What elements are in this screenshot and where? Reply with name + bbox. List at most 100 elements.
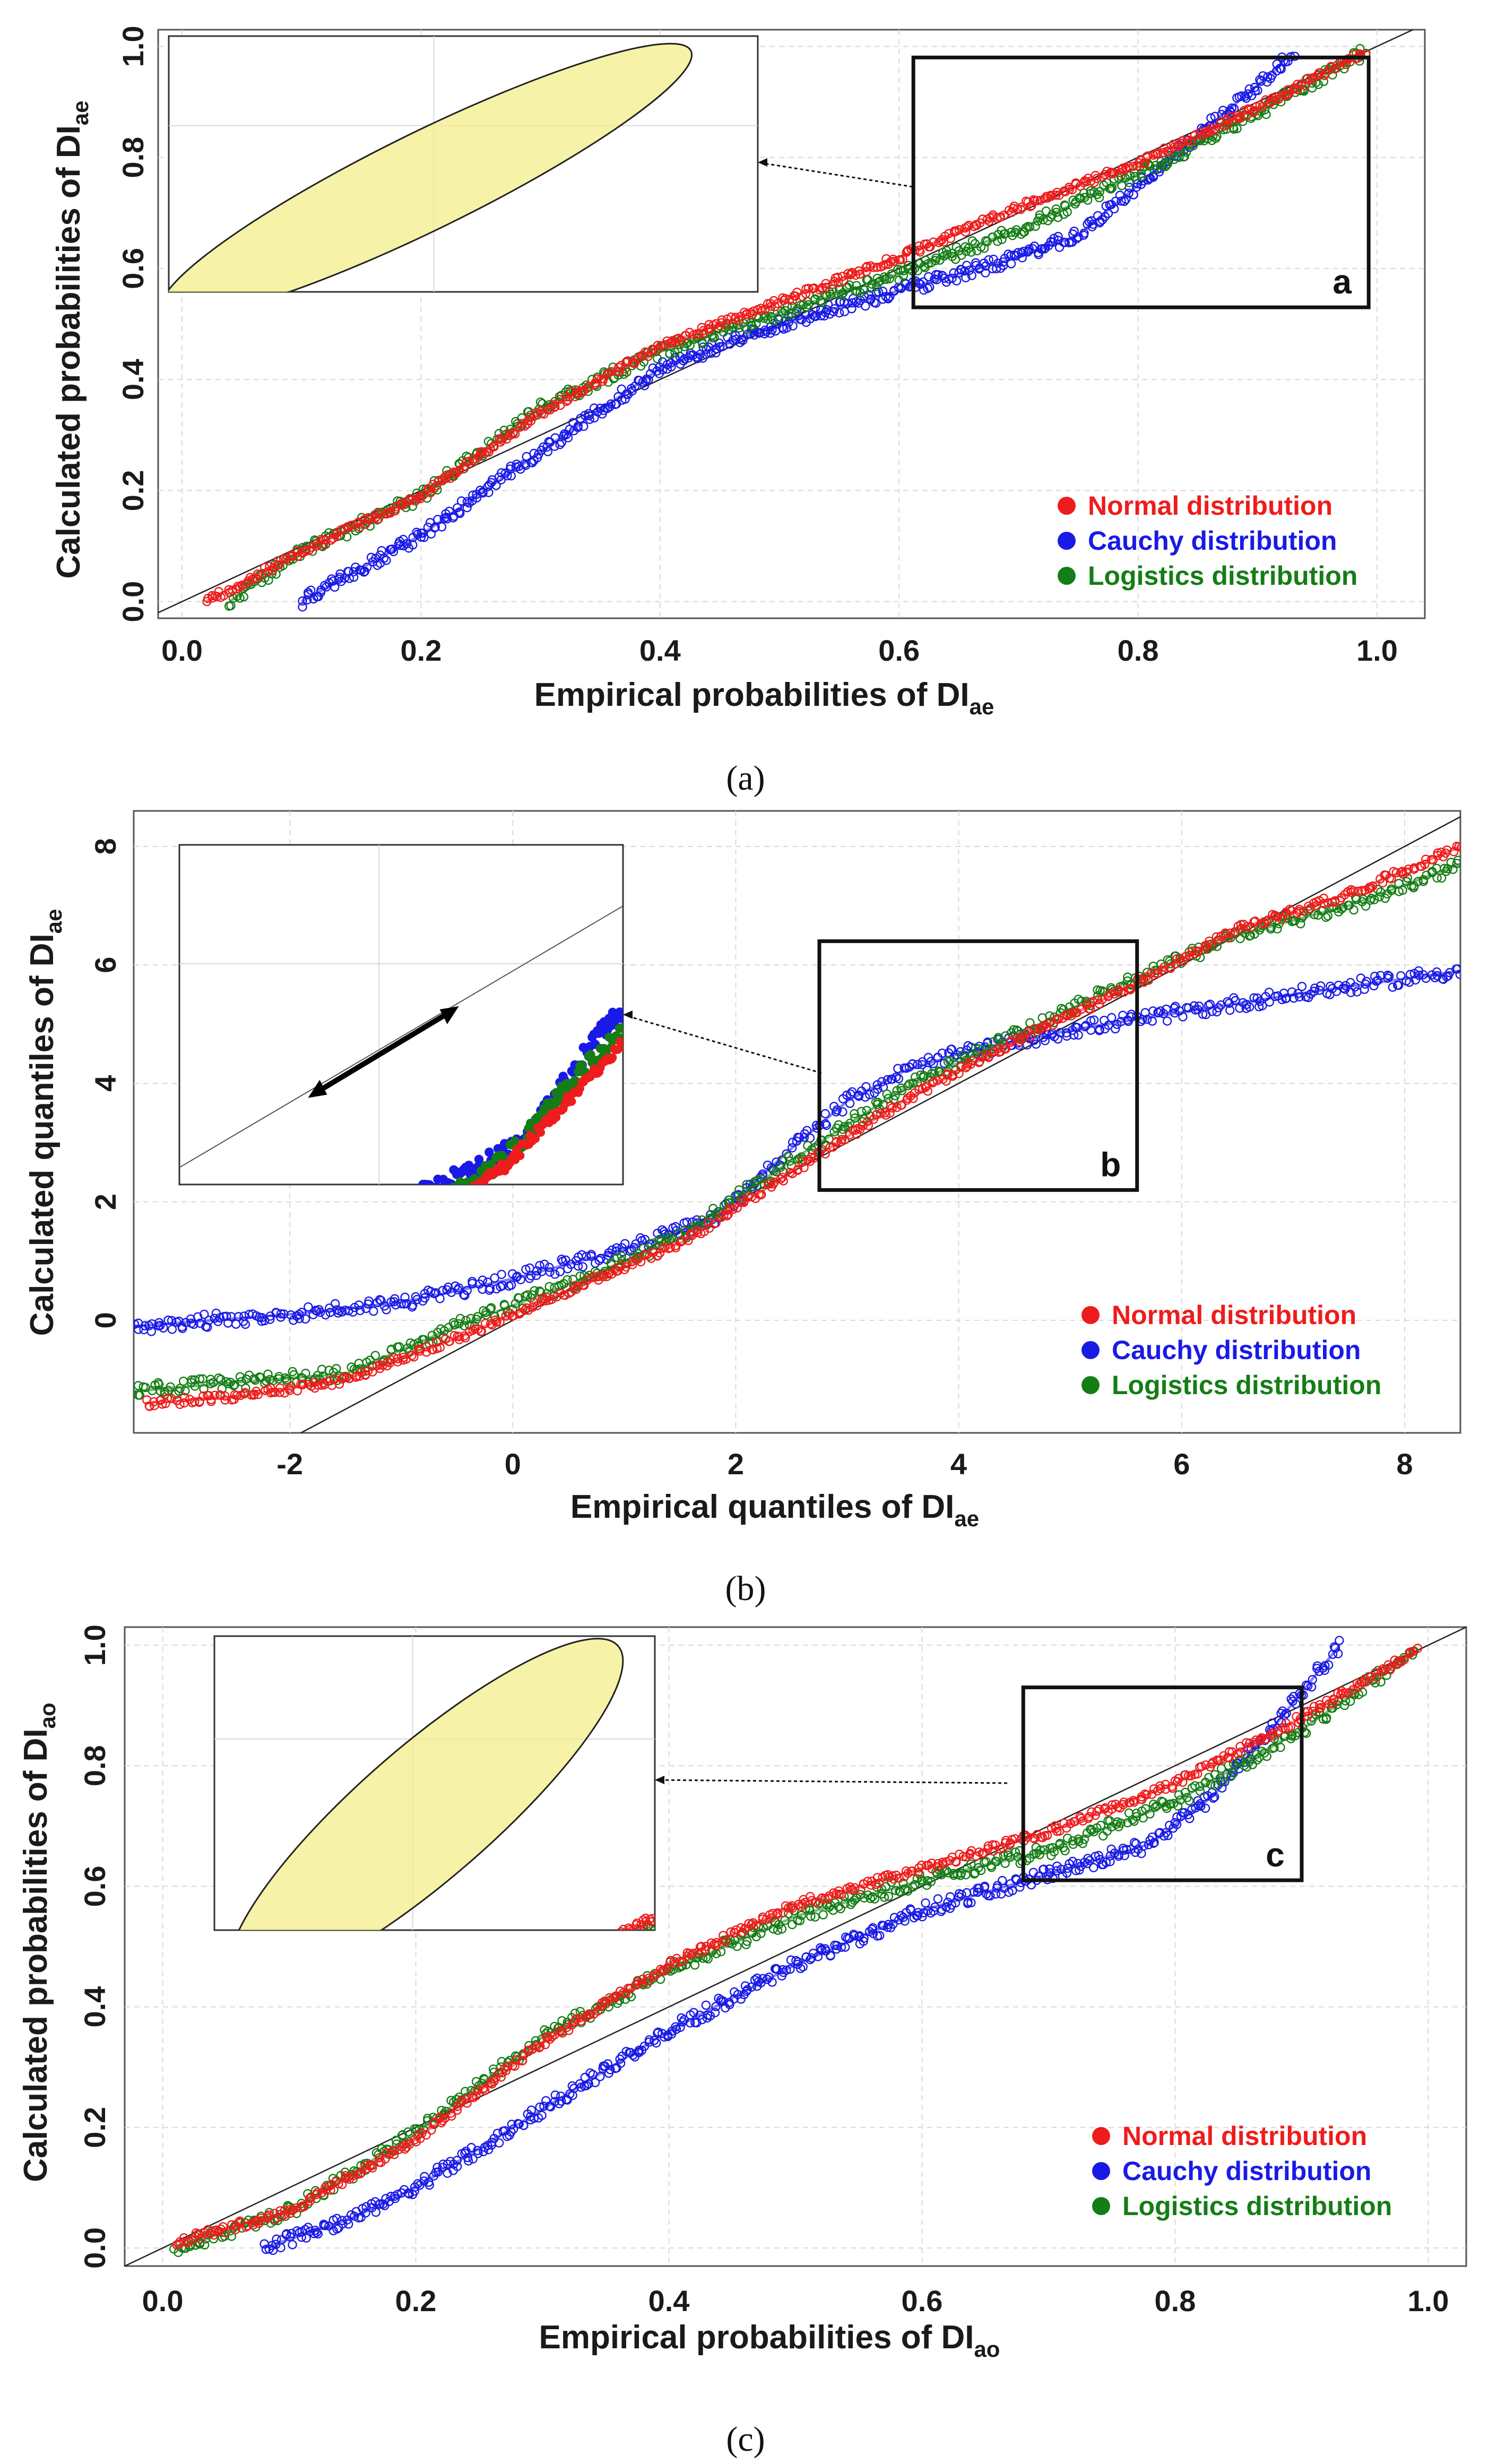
x-tick-label: 2 [728,1447,744,1481]
point-cauchy [831,1107,841,1117]
point-cauchy [298,596,307,606]
series-cauchy [298,51,1300,612]
point-cauchy [364,1299,373,1309]
point-logistics [263,1369,273,1379]
point-normal [887,1103,897,1113]
point-logistics [241,1384,250,1393]
inset-point-cauchy [618,1009,623,1019]
series-normal [202,49,1371,607]
point-cauchy [494,2138,504,2148]
point-cauchy [496,475,506,485]
point-logistics [967,236,977,246]
point-cauchy [1250,82,1260,92]
point-normal [719,1211,729,1220]
point-logistics [563,1275,572,1285]
point-cauchy [834,308,844,318]
y-tick-label: 1.0 [116,25,150,67]
point-cauchy [1049,234,1059,243]
point-normal [880,1108,889,1118]
point-cauchy [1118,1010,1128,1020]
point-cauchy [807,1953,816,1963]
point-normal [275,1383,285,1393]
inset-series-normal [469,1037,623,1185]
point-cauchy [875,1931,885,1940]
x-tick-label: 1.0 [1356,634,1398,667]
x-axis-title-main: Empirical quantiles of DI [570,1489,954,1525]
point-cauchy [821,1120,832,1130]
inset-point-normal [608,1053,617,1062]
x-axis-title-sub: ae [970,694,994,719]
point-cauchy [1256,76,1266,86]
point-logistics [708,1204,718,1213]
point-cauchy [557,1255,566,1264]
point-cauchy [479,2147,488,2157]
point-cauchy [460,1291,470,1300]
inset-point-normal [531,1134,540,1143]
point-cauchy [1107,1013,1117,1023]
inset-point-logistics [616,1023,623,1033]
point-cauchy [826,1951,835,1961]
point-logistics [697,339,707,349]
point-cauchy [506,1280,516,1290]
point-logistics [1261,109,1271,119]
point-cauchy [468,2154,478,2164]
y-tick-label: 0.6 [116,248,150,289]
y-axis-title-main: Calculated probabilities of DI [50,125,87,578]
y-axis-title: Calculated probabilities of DIae [50,100,93,578]
point-logistics [768,316,778,325]
point-logistics [943,1057,953,1067]
y-tick-label: 0.2 [116,470,150,511]
point-cauchy [1373,975,1383,985]
reference-line [124,1626,1467,2267]
point-cauchy [521,1265,531,1274]
point-normal [220,1391,230,1401]
point-cauchy [1068,1856,1078,1866]
point-logistics [1361,901,1371,911]
legend-label-logistics: Logistics distribution [1088,561,1357,591]
point-cauchy [1297,982,1307,991]
x-axis-title: Empirical quantiles of DIae [570,1489,979,1531]
point-cauchy [455,508,465,518]
point-cauchy [710,2008,720,2018]
point-cauchy [782,323,792,333]
point-cauchy [974,1883,984,1893]
chart-panel-1: 0.0 0.2 0.4 0.6 0.8 1.00.00.20.40.60.81.0Empi… [50,25,1426,719]
point-cauchy [1282,993,1292,1003]
point-normal [397,500,406,510]
point-logistics [1321,912,1331,922]
point-cauchy [811,312,820,322]
point-cauchy [838,1107,847,1117]
point-cauchy [454,1283,464,1293]
point-cauchy [369,1307,378,1316]
data-points [169,1636,1423,2258]
x-tick-label: 0.0 [161,634,203,667]
point-cauchy [1048,1873,1058,1883]
y-axis-title: Calculated quantiles of DIae [24,909,66,1336]
pointer-arrow [630,1016,822,1074]
point-normal [825,1143,835,1152]
point-logistics [195,1374,205,1384]
pointer-arrow [765,162,913,188]
point-cauchy [167,1325,177,1334]
point-cauchy [1170,1004,1179,1013]
legend-label-normal: Normal distribution [1088,491,1332,521]
x-tick-label: 0.2 [400,634,442,667]
point-cauchy [861,301,870,311]
point-cauchy [240,1319,250,1329]
point-cauchy [200,1309,209,1319]
point-logistics [617,1251,626,1261]
point-cauchy [984,255,993,265]
point-normal [189,1397,200,1407]
point-normal [508,428,518,437]
point-cauchy [1383,970,1392,980]
point-logistics [1313,80,1323,89]
point-cauchy [1008,1886,1017,1896]
inset-point-logistics [586,1050,595,1060]
legend-marker-logistics [1058,567,1076,585]
point-logistics [1266,924,1276,934]
point-logistics [317,1364,327,1374]
point-cauchy [563,2095,572,2105]
y-tick-label: 0.8 [116,137,150,178]
